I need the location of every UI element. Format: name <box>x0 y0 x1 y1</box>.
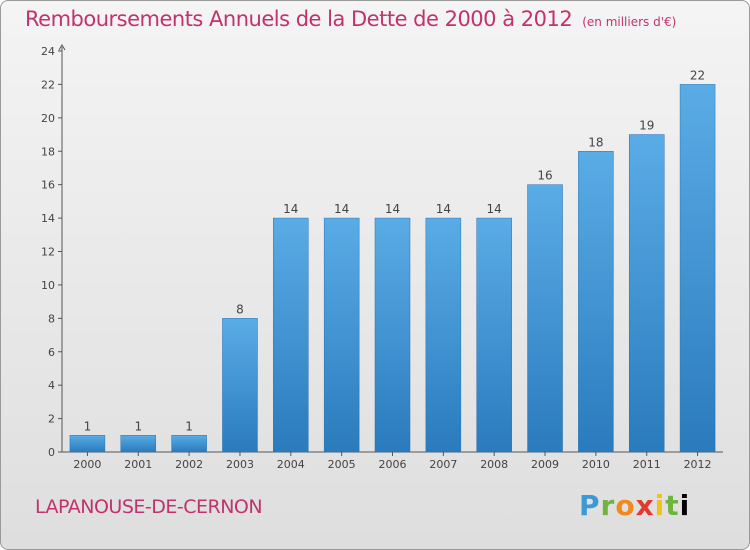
y-tick-label: 2 <box>48 413 55 426</box>
y-tick-label: 22 <box>41 78 55 91</box>
bar-value-label: 16 <box>537 169 552 183</box>
x-tick-label: 2001 <box>124 458 152 471</box>
bar-value-label: 1 <box>134 419 142 433</box>
bar-value-label: 14 <box>283 202 298 216</box>
bar-value-label: 19 <box>639 119 654 133</box>
x-tick-label: 2012 <box>684 458 712 471</box>
y-tick-label: 18 <box>41 145 55 158</box>
bar-value-label: 8 <box>236 302 244 316</box>
bar <box>527 184 563 453</box>
y-tick-label: 8 <box>48 312 55 325</box>
bar <box>476 217 512 453</box>
y-tick-label: 14 <box>41 212 55 225</box>
city-name: LAPANOUSE-DE-CERNON <box>35 496 263 518</box>
x-tick-label: 2000 <box>73 458 101 471</box>
x-tick-label: 2007 <box>429 458 457 471</box>
x-tick-label: 2003 <box>226 458 254 471</box>
brand-letter: i <box>654 489 666 522</box>
x-tick-label: 2002 <box>175 458 203 471</box>
bar <box>628 134 665 453</box>
bar-value-label: 14 <box>487 202 502 216</box>
y-tick-label: 10 <box>41 279 55 292</box>
bar <box>578 151 614 453</box>
brand-letter: i <box>679 489 691 522</box>
x-tick-label: 2004 <box>277 458 305 471</box>
bar <box>425 217 462 453</box>
chart-title: Remboursements Annuels de la Dette de 20… <box>25 7 676 31</box>
y-tick-label: 0 <box>48 446 55 459</box>
y-tick-label: 16 <box>41 179 55 192</box>
bar <box>222 318 258 453</box>
y-tick-label: 12 <box>41 246 55 259</box>
bar <box>323 217 360 453</box>
y-tick-label: 24 <box>41 45 55 58</box>
bar-value-label: 14 <box>436 202 451 216</box>
bar <box>273 217 309 453</box>
brand-letter: P <box>579 489 601 522</box>
x-tick-label: 2006 <box>379 458 407 471</box>
chart-subtitle: (en milliers d'€) <box>582 15 677 29</box>
bar <box>679 84 716 453</box>
brand-letter: r <box>600 489 616 522</box>
x-tick-label: 2008 <box>480 458 508 471</box>
y-axis-arrow <box>58 44 66 51</box>
bar <box>171 435 207 453</box>
x-tick-label: 2009 <box>531 458 559 471</box>
y-tick-label: 20 <box>41 112 55 125</box>
bar <box>120 435 157 453</box>
y-tick-label: 6 <box>48 346 55 359</box>
x-tick-label: 2005 <box>328 458 356 471</box>
chart-title-text: Remboursements Annuels de la Dette de 20… <box>25 7 573 31</box>
brand-letter: t <box>665 489 680 522</box>
bar-value-label: 18 <box>588 135 603 149</box>
bar-value-label: 14 <box>334 202 349 216</box>
bar-value-label: 1 <box>185 419 193 433</box>
y-tick-label: 4 <box>48 379 55 392</box>
bar-value-label: 1 <box>84 419 92 433</box>
brand-letter: o <box>615 489 636 522</box>
x-tick-label: 2010 <box>582 458 610 471</box>
bar-value-label: 22 <box>690 68 705 82</box>
bar <box>69 435 106 453</box>
bar-value-label: 14 <box>385 202 400 216</box>
brand-logo: Proxiti <box>579 489 690 522</box>
bar <box>374 217 411 453</box>
brand-letter: x <box>635 489 655 522</box>
x-tick-label: 2011 <box>633 458 661 471</box>
